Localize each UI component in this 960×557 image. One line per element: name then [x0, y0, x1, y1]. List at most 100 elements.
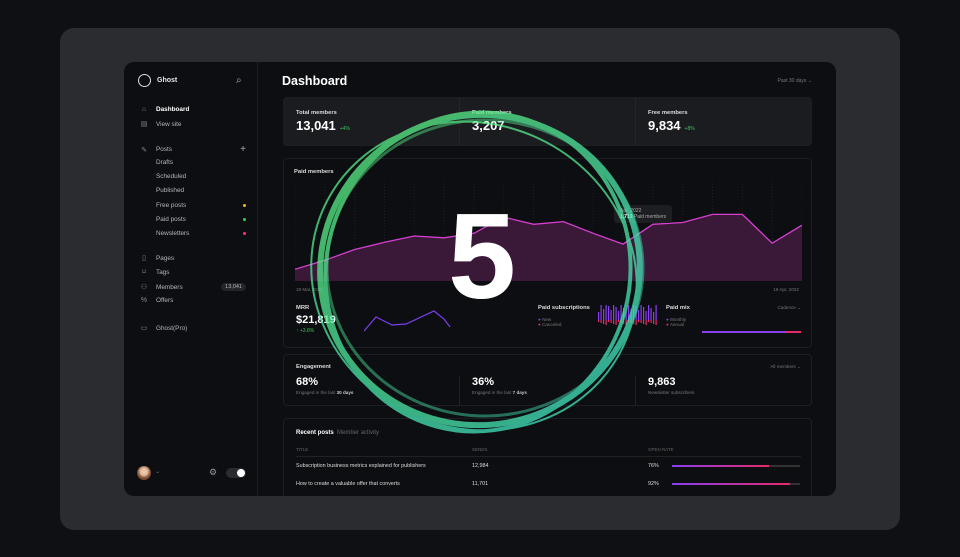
new-bar: [613, 305, 615, 320]
canceled-bar: [645, 320, 647, 325]
date-range-select[interactable]: Past 30 days ⌄: [777, 78, 813, 84]
canceled-bar: [615, 320, 617, 325]
post-title[interactable]: How to create a valuable offer that conv…: [296, 481, 400, 487]
legend-canceled: Canceled: [542, 322, 562, 327]
edit-icon: ✎: [141, 146, 147, 154]
legend-annual: Annual: [669, 322, 685, 327]
canceled-bar: [600, 320, 602, 323]
new-bar: [615, 307, 617, 320]
add-post-icon[interactable]: +: [240, 144, 246, 155]
engagement-label: Engaged in the last: [296, 390, 337, 395]
mrr-change: ↑ +3.8%: [296, 328, 315, 334]
sidebar-item-paid-posts[interactable]: Paid posts: [156, 216, 246, 223]
sidebar-item-label: Offers: [156, 297, 174, 304]
theme-toggle[interactable]: [226, 468, 246, 478]
sidebar-item-pages[interactable]: ▯ Pages: [140, 254, 246, 263]
mix-bar-monthly: [702, 331, 787, 333]
home-icon: ⌂: [141, 106, 147, 113]
canceled-bar: [605, 320, 607, 325]
new-bar: [608, 306, 610, 320]
stat-change: +4%: [339, 126, 350, 132]
mrr-label: MRR: [296, 305, 310, 311]
new-bar: [650, 308, 652, 320]
sidebar-item-label: Posts: [156, 146, 172, 153]
paid-members-chart[interactable]: [295, 181, 802, 281]
tab-member-activity[interactable]: Member activity: [337, 430, 380, 436]
post-sends: 12,984: [472, 463, 489, 469]
brand[interactable]: Ghost: [138, 74, 177, 87]
engagement-stat: 9,863 Newsletter subscribers: [636, 376, 811, 405]
sidebar-item-label: Free posts: [156, 202, 187, 209]
post-tabs: Recent posts Member activity: [296, 430, 379, 436]
mix-bar: [702, 331, 801, 333]
post-open-rate: 76%: [648, 463, 659, 469]
engagement-label: Engaged in the last: [472, 390, 513, 395]
engagement-value: 36%: [472, 376, 495, 388]
canceled-bar: [603, 320, 605, 324]
sidebar-item-label: Paid posts: [156, 216, 186, 223]
canceled-bar: [643, 320, 645, 324]
engagement-label: Newsletter subscribers: [648, 390, 695, 395]
new-bar: [643, 307, 645, 320]
sidebar-item-ghost-pro-[interactable]: ▭ Ghost(Pro): [140, 324, 246, 333]
members-filter-select[interactable]: All members ⌄: [770, 364, 801, 369]
mrr-change-value: +3.8%: [299, 328, 315, 334]
sidebar-item-label: Tags: [156, 268, 170, 276]
sidebar-item-label: Newsletters: [156, 230, 190, 237]
sidebar-item-label: Published: [156, 187, 185, 194]
countdown-number: 5: [448, 188, 516, 324]
engagement-period: 7 days: [512, 390, 527, 395]
sidebar-item-published[interactable]: Published: [156, 187, 246, 194]
engagement-title: Engagement: [296, 364, 331, 370]
sidebar-item-newsletters[interactable]: Newsletters: [156, 230, 246, 237]
engagement-value: 68%: [296, 376, 319, 388]
stat-value: 9,834: [648, 118, 681, 133]
sidebar-item-tags[interactable]: ⌑ Tags: [140, 268, 246, 277]
post-title[interactable]: Subscription business metrics explained …: [296, 463, 426, 469]
status-dot: [243, 232, 246, 235]
sidebar-item-scheduled[interactable]: Scheduled: [156, 173, 246, 180]
sidebar-item-label: View site: [156, 120, 182, 128]
new-bar: [645, 311, 647, 320]
subs-block: Paid subscriptions ● New ● Canceled: [538, 305, 590, 327]
new-bar: [600, 305, 602, 320]
members-count-badge: 13,041: [221, 283, 246, 291]
search-icon[interactable]: ⌕: [236, 75, 242, 86]
sidebar-item-view-site[interactable]: ▤ View site: [140, 120, 246, 129]
filter-label: All members: [770, 364, 796, 369]
x-tick-start: 19 Mar, 2022: [296, 287, 323, 292]
subs-label: Paid subscriptions: [538, 305, 590, 311]
canceled-bar: [648, 320, 650, 322]
gear-icon[interactable]: ⚙: [209, 467, 218, 477]
new-bar: [640, 305, 642, 320]
tag-icon: ⌑: [142, 269, 146, 276]
canceled-bar: [655, 320, 657, 325]
new-bar: [598, 312, 600, 320]
table-row[interactable]: Subscription business metrics explained …: [296, 457, 801, 476]
engagement-period: 30 days: [336, 390, 354, 395]
cadence-label: Cadence: [777, 305, 796, 310]
canceled-bar: [608, 320, 610, 322]
table-row[interactable]: How to create a valuable offer that conv…: [296, 475, 801, 493]
sidebar-item-posts[interactable]: ✎ Posts +: [140, 144, 246, 155]
status-dot: [243, 204, 246, 207]
canceled-bar: [610, 320, 612, 323]
sidebar-item-members[interactable]: ⚇ Members 13,041: [140, 283, 246, 291]
tab-recent-posts[interactable]: Recent posts: [296, 430, 334, 436]
sidebar-item-drafts[interactable]: Drafts: [156, 159, 246, 166]
cadence-select[interactable]: Cadence ⌄: [777, 305, 801, 310]
sidebar-item-dashboard[interactable]: ⌂ Dashboard: [140, 106, 246, 113]
sidebar-item-offers[interactable]: % Offers: [140, 297, 246, 304]
avatar[interactable]: [137, 466, 151, 480]
canceled-bar: [613, 320, 615, 324]
new-bar: [653, 312, 655, 320]
sidebar-item-free-posts[interactable]: Free posts: [156, 202, 246, 209]
chevron-down-icon[interactable]: ⌄: [155, 469, 161, 475]
legend-monthly: Monthly: [670, 317, 687, 322]
col-open-rate: OPEN RATE: [648, 447, 801, 457]
x-tick-end: 19 Apr, 2022: [773, 287, 799, 292]
stat-value: 13,041: [296, 118, 336, 133]
tooltip-value: 1,719: [620, 214, 633, 220]
chart-line: [295, 213, 802, 270]
